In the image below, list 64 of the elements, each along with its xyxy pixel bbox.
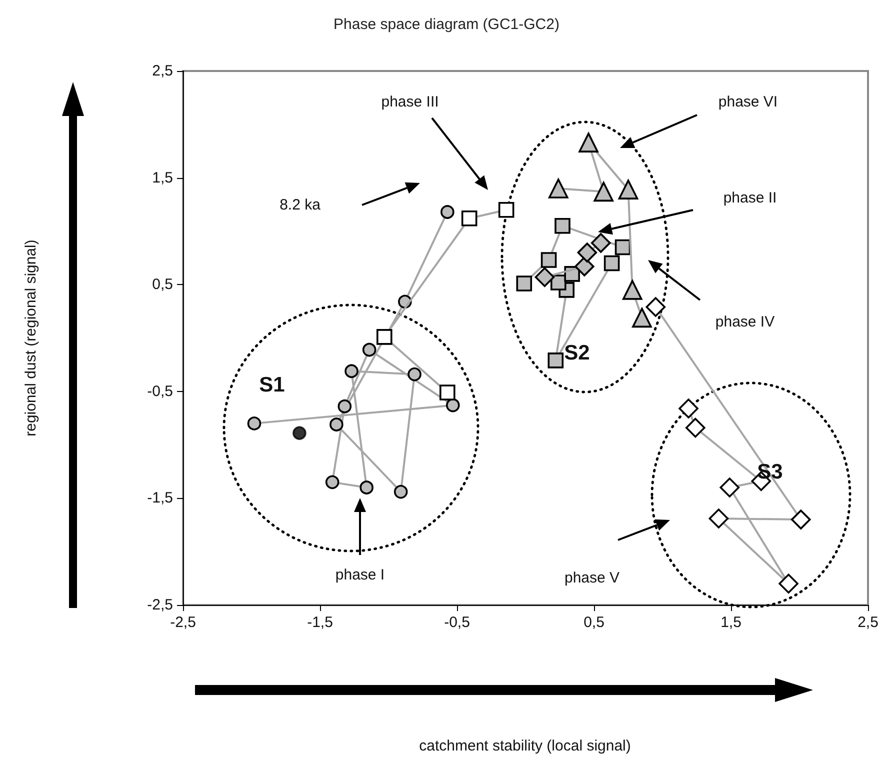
y-tick-label: -0,5 bbox=[147, 382, 173, 400]
annotation: phase IV bbox=[715, 314, 775, 330]
x-tick-label: -1,5 bbox=[307, 614, 333, 631]
point bbox=[534, 267, 555, 288]
point bbox=[614, 239, 631, 256]
point bbox=[362, 342, 376, 357]
annotation: phase VI bbox=[718, 94, 778, 110]
point bbox=[516, 276, 532, 292]
x-tick-label: -0,5 bbox=[444, 614, 470, 631]
point bbox=[708, 508, 729, 528]
point bbox=[554, 218, 570, 234]
point bbox=[618, 180, 638, 200]
point bbox=[338, 399, 352, 414]
point bbox=[574, 256, 594, 276]
point bbox=[622, 280, 642, 300]
text: catchment stability (local signal) bbox=[419, 738, 631, 754]
point bbox=[790, 510, 811, 530]
annotation: S2 bbox=[564, 342, 590, 364]
x-tick-label: -2,5 bbox=[170, 614, 196, 631]
point bbox=[577, 242, 598, 262]
point bbox=[247, 416, 262, 430]
point bbox=[440, 384, 456, 400]
x-tick-label: 0,5 bbox=[584, 614, 604, 631]
point bbox=[548, 352, 564, 368]
annotation: phase V bbox=[564, 570, 620, 586]
point bbox=[678, 398, 698, 418]
y-tick-label: -2,5 bbox=[147, 596, 173, 614]
annotation: 8.2 ka bbox=[280, 196, 322, 214]
point bbox=[344, 364, 358, 378]
point bbox=[394, 484, 408, 499]
point bbox=[720, 478, 740, 498]
point bbox=[590, 233, 611, 253]
annotation: S1 bbox=[259, 374, 286, 396]
y-tick-label: -1,5 bbox=[147, 490, 173, 507]
point bbox=[440, 205, 454, 219]
annotation: phase II bbox=[723, 190, 777, 206]
point bbox=[360, 480, 374, 494]
point bbox=[498, 202, 514, 218]
point bbox=[461, 210, 478, 226]
annotation: phase I bbox=[335, 566, 385, 584]
text: regional dust (regional signal) bbox=[22, 240, 40, 436]
x-tick-label: 2,5 bbox=[858, 614, 878, 631]
point bbox=[594, 182, 614, 202]
point bbox=[778, 574, 798, 594]
y-tick-label: 2,5 bbox=[152, 62, 173, 80]
point bbox=[408, 367, 422, 382]
point bbox=[578, 132, 598, 152]
point bbox=[540, 252, 557, 268]
annotation: phase III bbox=[381, 94, 439, 110]
point bbox=[632, 308, 652, 328]
point bbox=[330, 418, 344, 432]
point bbox=[446, 398, 460, 412]
point bbox=[292, 426, 306, 440]
y-tick-label: 0,5 bbox=[152, 276, 173, 294]
x-tick-label: 1,5 bbox=[720, 614, 742, 631]
point bbox=[685, 418, 706, 438]
point bbox=[325, 475, 340, 490]
point bbox=[646, 297, 666, 317]
y-tick-label: 1,5 bbox=[152, 169, 173, 186]
annotation: S3 bbox=[757, 460, 783, 484]
point bbox=[376, 329, 392, 345]
chart-title: Phase space diagram (GC1-GC2) bbox=[334, 16, 560, 33]
point bbox=[604, 255, 620, 272]
point bbox=[548, 178, 568, 198]
